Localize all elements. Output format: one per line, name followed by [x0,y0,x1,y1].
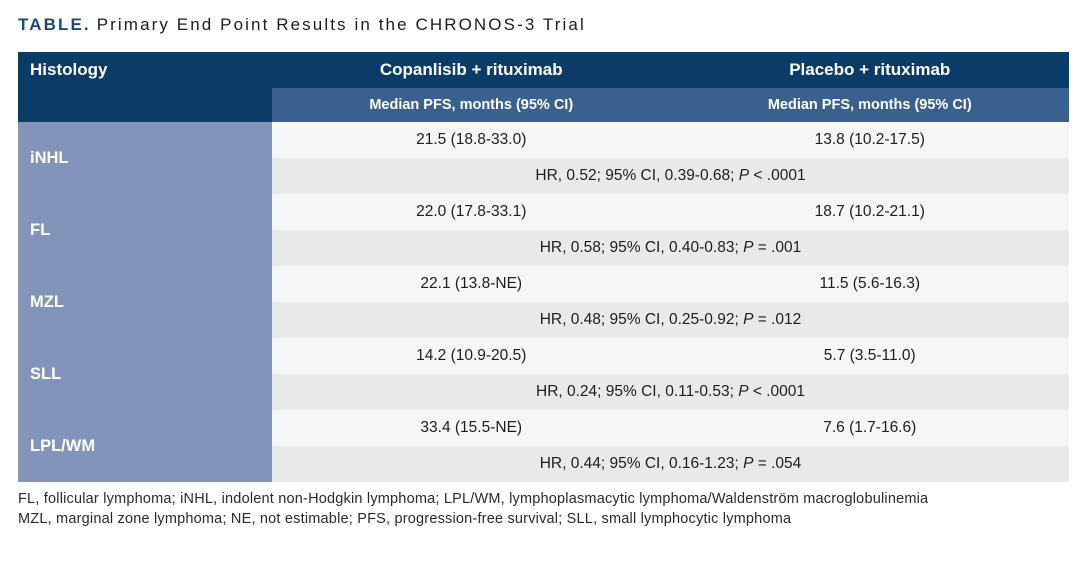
table-row-inhl-values: iNHL 21.5 (18.8-33.0) 13.8 (10.2-17.5) [18,122,1069,194]
pfs-value-mzl-arm2: 11.5 (5.6-16.3) [670,266,1069,302]
table-row-lplwm-values: LPL/WM 33.4 (15.5-NE) 7.6 (1.7-16.6) [18,410,1069,482]
table-row-fl-values: FL 22.0 (17.8-33.1) 18.7 (10.2-21.1) [18,194,1069,266]
hr-cell-inhl: HR, 0.52; 95% CI, 0.39-0.68; P < .0001 [272,158,1069,194]
p-value: < .0001 [748,383,805,400]
histology-cell-mzl: MZL [18,266,272,338]
histology-cell-fl: FL [18,194,272,266]
hr-cell-sll: HR, 0.24; 95% CI, 0.11-0.53; P < .0001 [272,374,1069,410]
table-row-fl-hr: HR, 0.58; 95% CI, 0.40-0.83; P = .001 [18,230,1069,266]
table-row-sll-values: SLL 14.2 (10.9-20.5) 5.7 (3.5-11.0) [18,338,1069,410]
page-title: TABLE. Primary End Point Results in the C… [18,15,586,35]
pfs-value-mzl-arm1: 22.1 (13.8-NE) [272,266,671,302]
hr-cell-fl: HR, 0.58; 95% CI, 0.40-0.83; P = .001 [272,230,1069,266]
footnote-line-2: MZL, marginal zone lymphoma; NE, not est… [18,511,792,527]
table-row-mzl-hr: HR, 0.48; 95% CI, 0.25-0.92; P = .012 [18,302,1069,338]
subheader-median-pfs-arm1: Median PFS, months (95% CI) [272,88,671,122]
p-italic: P [743,239,754,256]
table-row-lplwm-hr: HR, 0.44; 95% CI, 0.16-1.23; P = .054 [18,446,1069,482]
pfs-value-sll-arm1: 14.2 (10.9-20.5) [272,338,671,374]
pfs-value-fl-arm1: 22.0 (17.8-33.1) [272,194,671,230]
hr-text: HR, 0.58; 95% CI, 0.40-0.83; [539,239,744,256]
p-italic: P [743,311,754,328]
p-value: < .0001 [749,167,806,184]
p-italic: P [738,383,749,400]
table-row-sll-hr: HR, 0.24; 95% CI, 0.11-0.53; P < .0001 [18,374,1069,410]
pfs-value-fl-arm2: 18.7 (10.2-21.1) [670,194,1069,230]
p-italic: P [738,167,750,184]
p-value: = .012 [753,311,802,328]
hr-cell-mzl: HR, 0.48; 95% CI, 0.25-0.92; P = .012 [272,302,1069,338]
hr-text: HR, 0.44; 95% CI, 0.16-1.23; [539,455,744,472]
table-row-mzl-values: MZL 22.1 (13.8-NE) 11.5 (5.6-16.3) [18,266,1069,338]
subheader-median-pfs-arm2: Median PFS, months (95% CI) [670,88,1069,122]
histology-cell-lplwm: LPL/WM [18,410,272,482]
hr-cell-lplwm: HR, 0.44; 95% CI, 0.16-1.23; P = .054 [272,446,1069,482]
hr-text: HR, 0.52; 95% CI, 0.39-0.68; [535,167,739,184]
p-value: = .054 [753,455,802,472]
column-header-copanlisib-rituximab: Copanlisib + rituximab [272,52,671,88]
pfs-value-inhl-arm2: 13.8 (10.2-17.5) [670,122,1069,158]
p-value: = .001 [753,239,802,256]
table-label: TABLE. [18,15,91,34]
column-header-placebo-rituximab: Placebo + rituximab [670,52,1069,88]
histology-cell-inhl: iNHL [18,122,272,194]
table-row-inhl-hr: HR, 0.52; 95% CI, 0.39-0.68; P < .0001 [18,158,1069,194]
footnotes: FL, follicular lymphoma; iNHL, indolent … [18,489,928,529]
column-header-histology: Histology [18,52,272,122]
hr-text: HR, 0.24; 95% CI, 0.11-0.53; [536,383,739,400]
subheader-row: Median PFS, months (95% CI) Median PFS, … [18,88,1069,122]
header-row: Histology Copanlisib + rituximab Placebo… [18,52,1069,122]
pfs-value-lplwm-arm1: 33.4 (15.5-NE) [272,410,671,446]
results-table: Histology Copanlisib + rituximab Placebo… [18,52,1069,482]
pfs-value-lplwm-arm2: 7.6 (1.7-16.6) [670,410,1069,446]
table-title-text: Primary End Point Results in the CHRONOS… [96,15,586,34]
p-italic: P [743,455,754,472]
hr-text: HR, 0.48; 95% CI, 0.25-0.92; [539,311,744,328]
histology-cell-sll: SLL [18,338,272,410]
pfs-value-sll-arm2: 5.7 (3.5-11.0) [670,338,1069,374]
pfs-value-inhl-arm1: 21.5 (18.8-33.0) [272,122,671,158]
footnote-line-1: FL, follicular lymphoma; iNHL, indolent … [18,491,929,507]
